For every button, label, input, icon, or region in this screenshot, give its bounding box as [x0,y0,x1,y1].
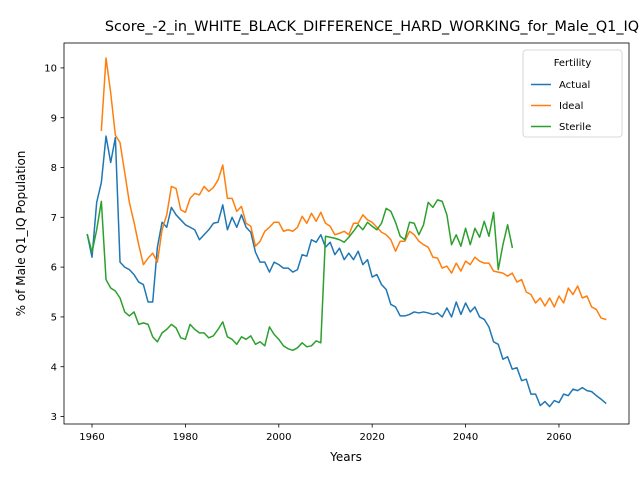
y-tick-label: 8 [51,163,57,174]
legend: Fertility Actual Ideal Sterile [522,49,623,138]
legend-label-sterile: Sterile [559,122,591,133]
series-line-sterile [86,199,514,352]
legend-box [522,49,623,138]
legend-label-ideal: Ideal [559,101,583,112]
y-tick-label: 6 [51,263,57,274]
series-line-ideal [100,57,607,321]
chart-title: Score_-2_in_WHITE_BLACK_DIFFERENCE_HARD_… [105,19,639,35]
x-tick-label: 1980 [173,432,198,443]
x-tick-label: 2020 [359,432,384,443]
y-tick-label: 9 [51,113,57,124]
x-axis-label: Years [329,450,362,464]
y-tick-label: 10 [44,64,57,75]
x-tick-label: 1960 [79,432,104,443]
series-line-actual [86,135,607,408]
y-tick-label: 3 [51,412,57,423]
legend-title: Fertility [554,58,592,69]
x-tick-label: 2060 [546,432,571,443]
plot-area [86,57,607,408]
axes-frame [63,42,630,425]
y-tick-label: 5 [51,313,57,324]
y-axis-label: % of Male Q1_IQ Population [14,151,28,317]
x-tick-label: 2040 [453,432,478,443]
x-tick-label: 2000 [266,432,291,443]
y-tick-label: 7 [51,213,57,224]
y-tick-label: 4 [51,362,57,373]
legend-label-actual: Actual [559,80,590,91]
